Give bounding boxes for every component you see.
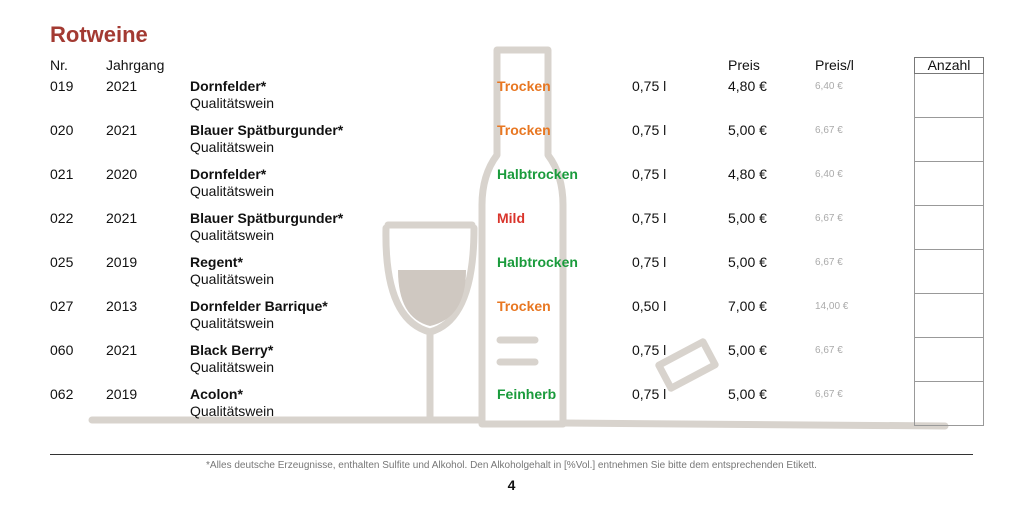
wine-quality: Qualitätswein bbox=[190, 95, 275, 111]
anzahl-input-cell[interactable] bbox=[915, 206, 983, 250]
wine-name: Dornfelder* bbox=[190, 166, 267, 182]
wine-quality: Qualitätswein bbox=[190, 227, 275, 243]
wine-vintage: 2019 bbox=[106, 386, 138, 402]
wine-volume: 0,75 l bbox=[632, 122, 667, 138]
anzahl-input-cell[interactable] bbox=[915, 74, 983, 118]
wine-row: 021 2020 Dornfelder* Qualitätswein Halbt… bbox=[0, 162, 1023, 206]
wine-quality: Qualitätswein bbox=[190, 359, 275, 375]
wine-price: 4,80 € bbox=[728, 78, 767, 94]
wine-name: Blauer Spätburgunder* bbox=[190, 122, 344, 138]
tilted-cork bbox=[655, 338, 719, 392]
wine-volume: 0,50 l bbox=[632, 298, 667, 314]
wine-vintage: 2013 bbox=[106, 298, 138, 314]
wine-price-per-liter: 14,00 € bbox=[815, 301, 849, 312]
wine-vintage: 2021 bbox=[106, 122, 138, 138]
wine-number: 021 bbox=[50, 166, 74, 182]
header-nr: Nr. bbox=[50, 57, 68, 73]
wine-price-per-liter: 6,67 € bbox=[815, 213, 843, 224]
wine-number: 025 bbox=[50, 254, 74, 270]
wine-number: 062 bbox=[50, 386, 74, 402]
wine-row: 025 2019 Regent* Qualitätswein Halbtrock… bbox=[0, 250, 1023, 294]
wine-number: 020 bbox=[50, 122, 74, 138]
wine-row: 062 2019 Acolon* Qualitätswein Feinherb … bbox=[0, 382, 1023, 426]
anzahl-input-cell[interactable] bbox=[915, 162, 983, 206]
wine-price: 5,00 € bbox=[728, 254, 767, 270]
wine-row: 019 2021 Dornfelder* Qualitätswein Trock… bbox=[0, 74, 1023, 118]
wine-price: 5,00 € bbox=[728, 210, 767, 226]
footer-divider bbox=[50, 454, 973, 455]
wine-price-per-liter: 6,67 € bbox=[815, 257, 843, 268]
footnote: *Alles deutsche Erzeugnisse, enthalten S… bbox=[206, 460, 817, 471]
wine-taste: Feinherb bbox=[497, 386, 557, 402]
wine-number: 060 bbox=[50, 342, 74, 358]
table-line bbox=[88, 416, 949, 430]
wine-price: 5,00 € bbox=[728, 386, 767, 402]
anzahl-input-cell[interactable] bbox=[915, 382, 983, 426]
header-jahrgang: Jahrgang bbox=[106, 57, 165, 73]
wine-quality: Qualitätswein bbox=[190, 139, 275, 155]
wine-name: Dornfelder Barrique* bbox=[190, 298, 328, 314]
anzahl-column bbox=[914, 74, 984, 426]
section-title: Rotweine bbox=[50, 22, 148, 47]
wine-taste: Halbtrocken bbox=[497, 166, 578, 182]
glass-wine bbox=[398, 270, 466, 326]
wine-taste: Trocken bbox=[497, 122, 551, 138]
wine-quality: Qualitätswein bbox=[190, 183, 275, 199]
wine-row: 020 2021 Blauer Spätburgunder* Qualitäts… bbox=[0, 118, 1023, 162]
wine-vintage: 2020 bbox=[106, 166, 138, 182]
anzahl-input-cell[interactable] bbox=[915, 118, 983, 162]
wine-taste: Halbtrocken bbox=[497, 254, 578, 270]
wine-name: Dornfelder* bbox=[190, 78, 267, 94]
wine-quality: Qualitätswein bbox=[190, 271, 275, 287]
wine-volume: 0,75 l bbox=[632, 210, 667, 226]
wine-row: 027 2013 Dornfelder Barrique* Qualitätsw… bbox=[0, 294, 1023, 338]
wine-name: Acolon* bbox=[190, 386, 243, 402]
wine-volume: 0,75 l bbox=[632, 254, 667, 270]
wine-name: Regent* bbox=[190, 254, 243, 270]
wine-name: Blauer Spätburgunder* bbox=[190, 210, 344, 226]
wine-row: 022 2021 Blauer Spätburgunder* Qualitäts… bbox=[0, 206, 1023, 250]
wine-price: 4,80 € bbox=[728, 166, 767, 182]
wine-vintage: 2021 bbox=[106, 342, 138, 358]
wine-price: 7,00 € bbox=[728, 298, 767, 314]
wine-volume: 0,75 l bbox=[632, 342, 667, 358]
anzahl-input-cell[interactable] bbox=[915, 250, 983, 294]
wine-volume: 0,75 l bbox=[632, 166, 667, 182]
wine-volume: 0,75 l bbox=[632, 78, 667, 94]
wine-number: 022 bbox=[50, 210, 74, 226]
wine-vintage: 2021 bbox=[106, 78, 138, 94]
page-number: 4 bbox=[507, 477, 516, 493]
wine-price-per-liter: 6,67 € bbox=[815, 125, 843, 136]
wine-price-per-liter: 6,67 € bbox=[815, 345, 843, 356]
wine-number: 027 bbox=[50, 298, 74, 314]
wine-name: Black Berry* bbox=[190, 342, 274, 358]
wine-price-per-liter: 6,40 € bbox=[815, 81, 843, 92]
wine-number: 019 bbox=[50, 78, 74, 94]
wine-vintage: 2021 bbox=[106, 210, 138, 226]
wine-price: 5,00 € bbox=[728, 342, 767, 358]
wine-volume: 0,75 l bbox=[632, 386, 667, 402]
wine-vintage: 2019 bbox=[106, 254, 138, 270]
wine-taste: Trocken bbox=[497, 298, 551, 314]
anzahl-input-cell[interactable] bbox=[915, 338, 983, 382]
header-anzahl: Anzahl bbox=[914, 57, 984, 74]
wine-row: 060 2021 Black Berry* Qualitätswein 0,75… bbox=[0, 338, 1023, 382]
wine-price-per-liter: 6,40 € bbox=[815, 169, 843, 180]
wine-price: 5,00 € bbox=[728, 122, 767, 138]
anzahl-input-cell[interactable] bbox=[915, 294, 983, 338]
wine-price-per-liter: 6,67 € bbox=[815, 389, 843, 400]
header-preis-pro-liter: Preis/l bbox=[815, 57, 854, 73]
wine-quality: Qualitätswein bbox=[190, 403, 275, 419]
bottle-outline bbox=[478, 46, 567, 428]
wine-taste: Trocken bbox=[497, 78, 551, 94]
header-preis: Preis bbox=[728, 57, 760, 73]
wine-taste: Mild bbox=[497, 210, 525, 226]
wine-quality: Qualitätswein bbox=[190, 315, 275, 331]
